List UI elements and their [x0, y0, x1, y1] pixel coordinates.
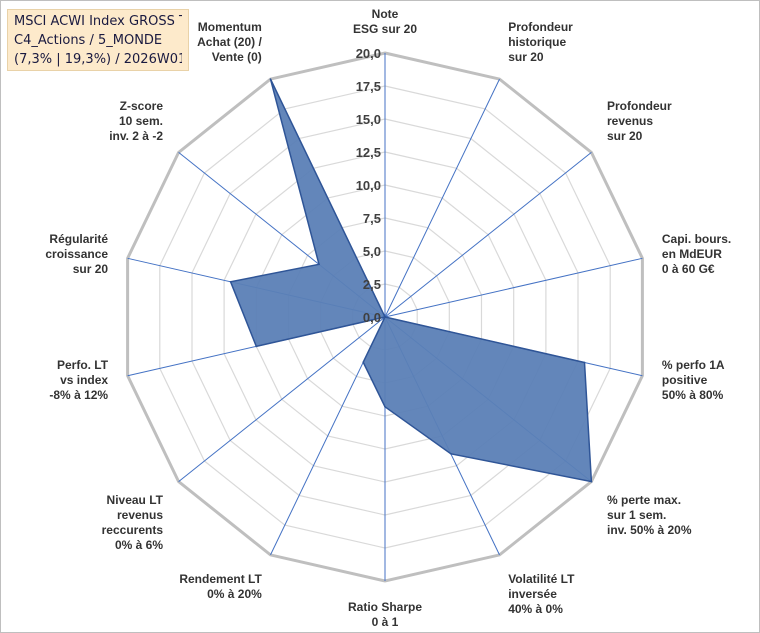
tick-label: 0,0 [363, 310, 381, 325]
axis-label-line: Rendement LT [179, 572, 262, 586]
data-point-10 [384, 316, 386, 318]
axis-label-line: croissance [45, 247, 108, 261]
data-point-8 [384, 406, 386, 408]
axis-label-line: Momentum [198, 20, 262, 34]
axis-label-line: Perfo. LT [57, 358, 109, 372]
axis-label-line: % perfo 1A [662, 358, 725, 372]
axis-label-line: historique [508, 35, 566, 49]
tick-label: 7,5 [363, 211, 381, 226]
tick-label: 15,0 [356, 112, 381, 127]
data-point-9 [362, 361, 365, 364]
tick-label: 10,0 [356, 178, 381, 193]
tick-label: 20,0 [356, 46, 381, 61]
axis-label-line: revenus [607, 114, 653, 128]
axis-label-line: 50% à 80% [662, 388, 724, 402]
axis-label-line: Régularité [49, 232, 108, 246]
axis-label-line: 0% à 6% [115, 538, 163, 552]
axis-label-line: en MdEUR [662, 247, 722, 261]
axis-label-line: ESG sur 20 [353, 22, 417, 36]
axis-label-line: Profondeur [607, 99, 672, 113]
axis-label-line: sur 20 [73, 262, 109, 276]
spoke-10 [178, 316, 386, 482]
axis-label-line: reccurents [102, 523, 164, 537]
axis-label-line: Capi. bours. [662, 232, 731, 246]
axis-label-line: Vente (0) [212, 50, 262, 64]
spoke-4 [384, 257, 643, 318]
tick-label: 17,5 [356, 79, 381, 94]
chart-title-box: MSCI ACWI Index GROSS TR C4_Actions / 5_… [7, 9, 189, 71]
axis-label-line: inv. 2 à -2 [109, 129, 163, 143]
title-line-1: MSCI ACWI Index GROSS TR [14, 14, 182, 29]
axis-label-6: % perte max.sur 1 sem.inv. 50% à 20% [607, 493, 692, 537]
data-point-14 [269, 78, 272, 80]
tick-label: 2,5 [363, 277, 381, 292]
axis-label-line: positive [662, 373, 708, 387]
axis-label-line: % perte max. [607, 493, 681, 507]
axis-label-line: inversée [508, 587, 557, 601]
axis-label-line: 0 à 1 [372, 615, 399, 629]
series-area [229, 78, 593, 483]
axis-label-line: inv. 50% à 20% [607, 523, 692, 537]
axis-label-line: Achat (20) / [197, 35, 262, 49]
radar-series [229, 78, 593, 483]
axis-label-line: Z-score [120, 99, 164, 113]
title-line-2: C4_Actions / 5_MONDE [14, 33, 163, 48]
axis-label-line: -8% à 12% [49, 388, 108, 402]
data-point-12 [229, 281, 232, 283]
data-point-11 [255, 345, 258, 348]
axis-label-line: 0 à 60 G€ [662, 262, 715, 276]
axis-label-line: Note [372, 7, 399, 21]
axis-label-line: sur 20 [607, 129, 643, 143]
title-line-3: (7,3% | 19,3%) / 2026W01 [14, 52, 182, 67]
tick-label: 5,0 [363, 244, 381, 259]
data-point-6 [590, 480, 593, 483]
axis-label-line: Volatilité LT [508, 572, 575, 586]
axis-label-line: 0% à 20% [207, 587, 262, 601]
data-point-7 [450, 453, 452, 455]
axis-label-line: Ratio Sharpe [348, 600, 422, 614]
axis-label-line: Niveau LT [107, 493, 164, 507]
spoke-2 [384, 78, 500, 318]
data-point-13 [318, 263, 320, 266]
axis-label-line: 10 sem. [119, 114, 163, 128]
axis-label-line: revenus [117, 508, 163, 522]
axis-label-line: vs index [60, 373, 108, 387]
axis-label-9: Rendement LT0% à 20% [179, 572, 262, 601]
axis-label-line: Profondeur [508, 20, 573, 34]
axis-label-line: 40% à 0% [508, 602, 563, 616]
radar-tick-labels: 0,0 2,5 5,0 7,5 10,0 12,5 15,0 17,5 20,0 [356, 46, 381, 325]
spoke-3 [384, 152, 592, 318]
data-point-5 [583, 361, 586, 364]
axis-label-line: sur 1 sem. [607, 508, 666, 522]
tick-label: 12,5 [356, 145, 381, 160]
axis-label-line: sur 20 [508, 50, 544, 64]
